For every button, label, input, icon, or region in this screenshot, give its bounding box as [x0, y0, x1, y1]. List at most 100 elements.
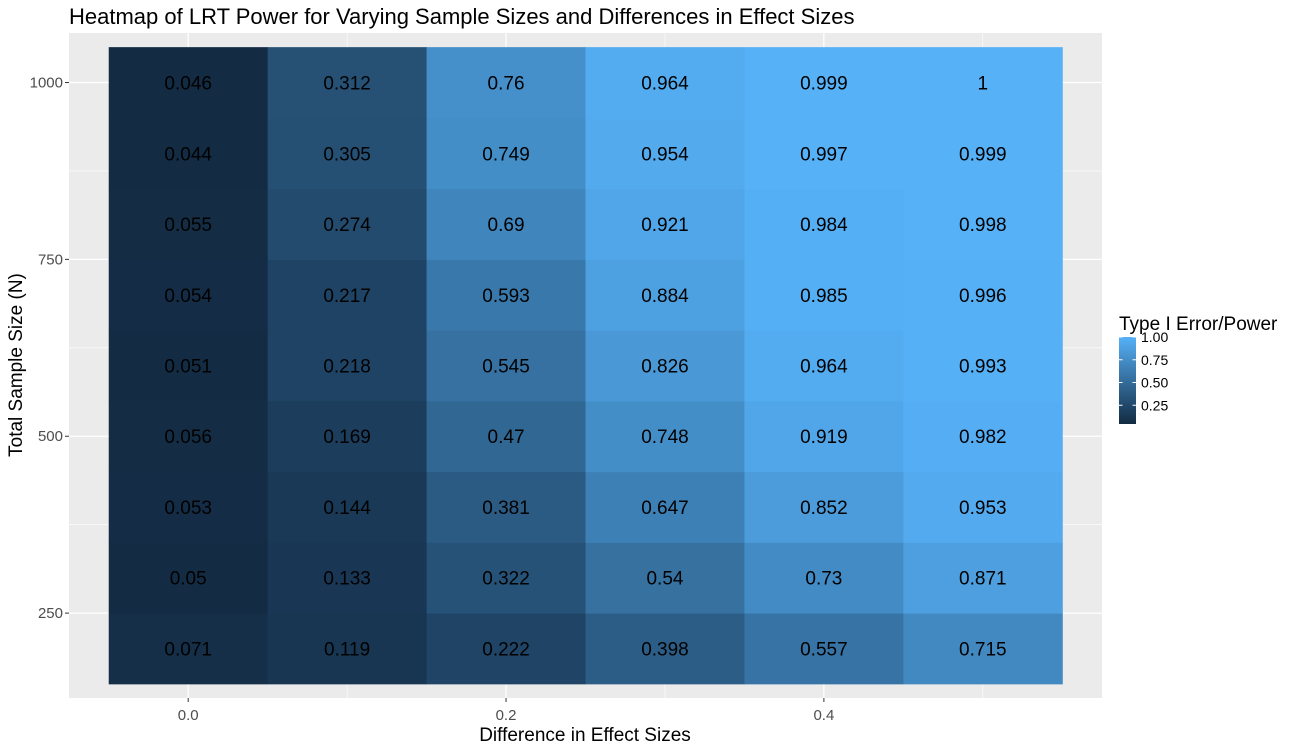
cell-value-label: 0.993 [959, 357, 1007, 378]
cell-value-label: 0.871 [959, 569, 1007, 590]
cell-value-label: 0.217 [323, 286, 371, 307]
cell-value-label: 0.826 [641, 357, 689, 378]
cell-value-label: 0.647 [641, 498, 689, 519]
heatmap-cell [744, 259, 904, 331]
heatmap-cell [108, 330, 269, 402]
heatmap-cell [426, 259, 586, 331]
cell-value-label: 0.274 [323, 215, 371, 236]
cell-value-label: 0.954 [641, 144, 689, 165]
heatmap-cell [108, 259, 269, 331]
y-axis-title: Total Sample Size (N) [6, 273, 27, 457]
heatmap-cell [585, 542, 745, 614]
heatmap-cell [267, 188, 428, 260]
legend-tick-label: 0.50 [1141, 375, 1168, 391]
heatmap-cell [426, 613, 586, 685]
heatmap-cell [585, 259, 745, 331]
cell-value-label: 0.748 [641, 427, 689, 448]
color-legend: Type I Error/Power 0.25 0.50 0.75 1.00 [1119, 314, 1278, 424]
cell-value-label: 0.997 [800, 144, 848, 165]
heatmap-cell [744, 471, 904, 543]
legend-tick-label: 0.25 [1141, 397, 1168, 413]
y-axis: 250 500 750 1000 [30, 75, 69, 622]
heatmap-cell [426, 330, 586, 402]
heatmap-cell [744, 117, 904, 190]
cell-value-label: 0.919 [800, 427, 848, 448]
cell-value-label: 0.119 [324, 639, 370, 660]
cell-value-label: 0.593 [482, 286, 530, 307]
heatmap-cell [108, 400, 269, 473]
cell-value-label: 0.557 [800, 639, 848, 660]
heatmap-cell [744, 400, 904, 473]
cell-value-label: 0.852 [800, 498, 848, 519]
heatmap-cell [585, 613, 745, 685]
heatmap-cell [585, 330, 745, 402]
cell-value-label: 1 [978, 74, 989, 95]
x-tick-label: 0.2 [496, 707, 517, 724]
y-tick-label: 1000 [30, 75, 63, 92]
heatmap-cell [903, 47, 1063, 119]
cell-value-label: 0.218 [323, 357, 371, 378]
heatmap-cell [267, 471, 428, 543]
cell-value-label: 0.381 [482, 498, 530, 519]
x-tick-label: 0.4 [813, 707, 834, 724]
heatmap-cell [267, 47, 428, 119]
cell-value-label: 0.222 [482, 639, 530, 660]
x-axis-title: Difference in Effect Sizes [479, 725, 691, 746]
legend-colorbar [1119, 337, 1136, 424]
heatmap-cell [585, 471, 745, 543]
heatmap-cell [744, 330, 904, 402]
cell-value-label: 0.921 [641, 215, 689, 236]
cell-value-label: 0.398 [641, 639, 689, 660]
heatmap-cell [108, 471, 269, 543]
heatmap-cell [108, 47, 269, 119]
heatmap-cell [903, 188, 1063, 260]
cell-value-label: 0.76 [488, 74, 525, 95]
cell-value-label: 0.322 [482, 569, 530, 590]
cell-value-label: 0.999 [959, 144, 1007, 165]
cell-value-label: 0.996 [959, 286, 1007, 307]
heatmap-cell [267, 542, 428, 614]
cell-value-label: 0.985 [800, 286, 848, 307]
heatmap-cell [903, 117, 1063, 190]
heatmap-cell [744, 47, 904, 119]
heatmap-cell [903, 542, 1063, 614]
cell-value-label: 0.054 [164, 286, 212, 307]
cell-value-label: 0.884 [641, 286, 689, 307]
cell-value-label: 0.169 [323, 427, 371, 448]
heatmap-cell [585, 400, 745, 473]
cell-value-label: 0.715 [959, 639, 1007, 660]
cell-value-label: 0.984 [800, 215, 848, 236]
legend-tick-label: 0.75 [1141, 352, 1168, 368]
cell-value-label: 0.69 [488, 215, 525, 236]
cell-value-label: 0.055 [164, 215, 212, 236]
cell-value-label: 0.133 [323, 569, 371, 590]
cell-value-label: 0.998 [959, 215, 1007, 236]
heatmap-cell [426, 471, 586, 543]
heatmap-cell [744, 188, 904, 260]
cell-value-label: 0.73 [805, 569, 842, 590]
cell-value-label: 0.071 [164, 639, 212, 660]
legend-ticks: 0.25 0.50 0.75 1.00 [1119, 329, 1168, 413]
legend-tick-label: 1.00 [1141, 329, 1168, 345]
heatmap-cell [903, 330, 1063, 402]
heatmap-cell [108, 613, 269, 685]
heatmap-cell [744, 542, 904, 614]
cell-value-label: 0.305 [323, 144, 371, 165]
cell-value-label: 0.749 [482, 144, 530, 165]
heatmap-cell [903, 613, 1063, 685]
heatmap-cell [108, 188, 269, 260]
cell-value-label: 0.046 [164, 74, 212, 95]
heatmap-cell [426, 400, 586, 473]
cell-value-label: 0.053 [164, 498, 212, 519]
heatmap-cell [267, 613, 428, 685]
heatmap-cell [426, 47, 586, 119]
heatmap-cell [903, 259, 1063, 331]
cell-value-label: 0.312 [323, 74, 371, 95]
cell-value-label: 0.982 [959, 427, 1007, 448]
heatmap-cell [903, 471, 1063, 543]
heatmap-cell [267, 400, 428, 473]
heatmap-cell [585, 117, 745, 190]
cell-value-label: 0.056 [164, 427, 212, 448]
y-tick-label: 750 [38, 251, 63, 268]
cell-value-label: 0.044 [164, 144, 212, 165]
